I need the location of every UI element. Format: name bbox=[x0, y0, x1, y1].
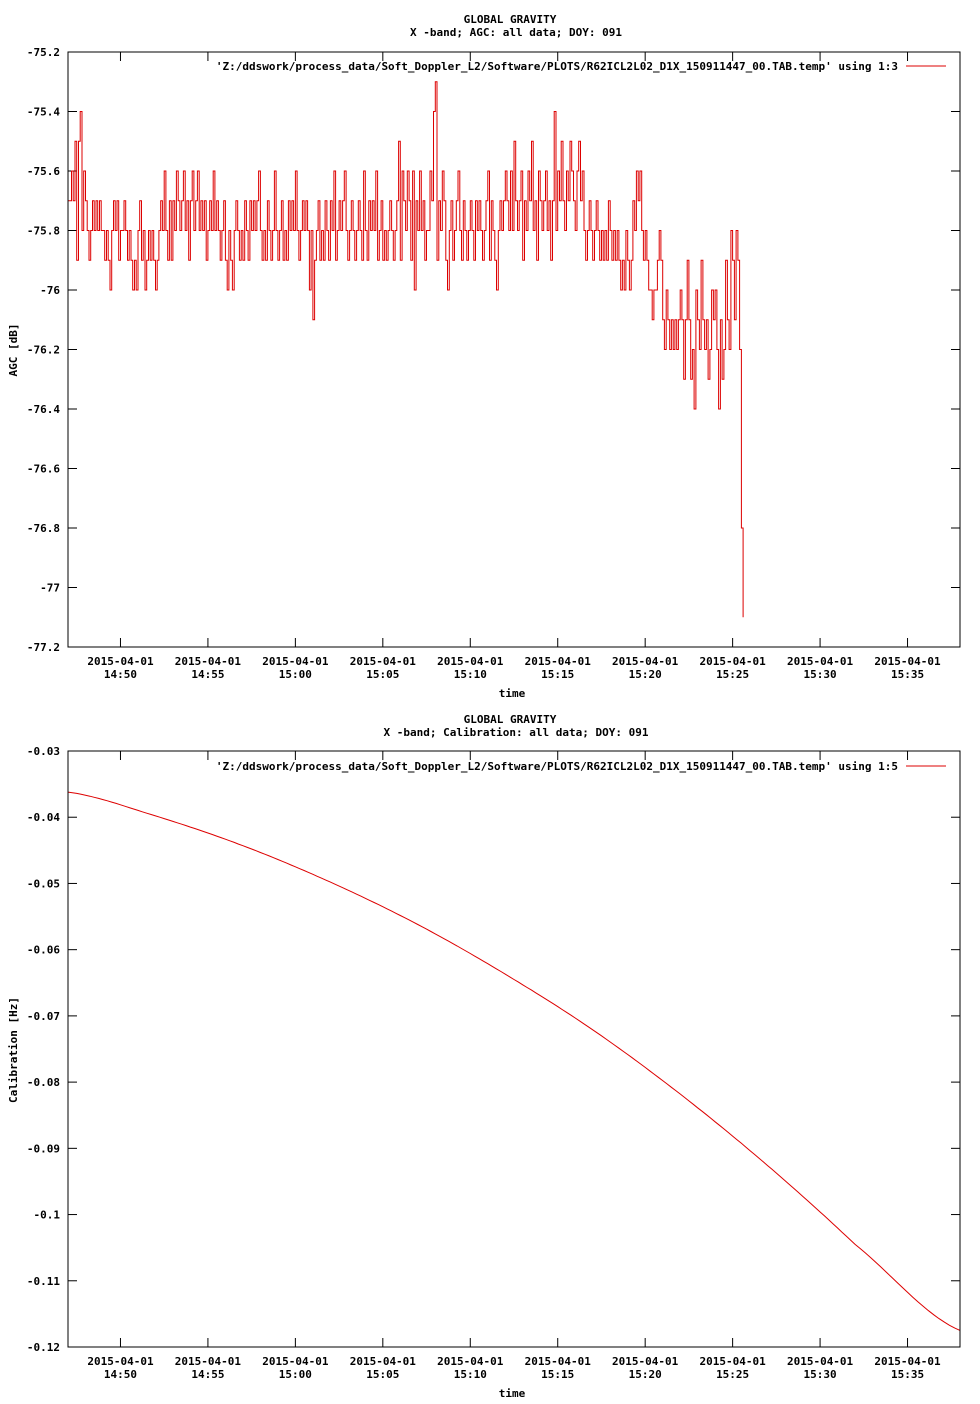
x-tick-date-label: 2015-04-01 bbox=[525, 1355, 592, 1368]
series-line bbox=[68, 81, 744, 618]
x-tick-time-label: 15:25 bbox=[716, 668, 749, 681]
x-tick-date-label: 2015-04-01 bbox=[787, 1355, 854, 1368]
agc-legend-label: 'Z:/ddswork/process_data/Soft_Doppler_L2… bbox=[216, 60, 898, 73]
agc-chart-title: GLOBAL GRAVITY bbox=[464, 13, 557, 26]
y-tick-label: -76.8 bbox=[27, 522, 60, 535]
x-tick-date-label: 2015-04-01 bbox=[700, 1355, 767, 1368]
agc-y-axis-label: AGC [dB] bbox=[7, 324, 20, 377]
y-tick-label: -0.07 bbox=[27, 1010, 60, 1023]
x-tick-date-label: 2015-04-01 bbox=[350, 655, 417, 668]
y-tick-label: -0.09 bbox=[27, 1142, 60, 1155]
x-tick-time-label: 15:10 bbox=[454, 1368, 487, 1381]
y-tick-label: -0.1 bbox=[34, 1209, 61, 1222]
y-tick-label: -0.06 bbox=[27, 944, 60, 957]
y-tick-label: -76 bbox=[40, 284, 60, 297]
y-tick-label: -75.6 bbox=[27, 165, 60, 178]
calibration-plot-frame bbox=[67, 750, 961, 1348]
x-tick-date-label: 2015-04-01 bbox=[87, 1355, 154, 1368]
y-tick-label: -75.4 bbox=[27, 106, 60, 119]
x-tick-time-label: 15:15 bbox=[541, 1368, 574, 1381]
x-tick-time-label: 15:35 bbox=[891, 1368, 924, 1381]
x-tick-date-label: 2015-04-01 bbox=[874, 1355, 941, 1368]
calibration-legend-label: 'Z:/ddswork/process_data/Soft_Doppler_L2… bbox=[216, 760, 898, 773]
x-tick-date-label: 2015-04-01 bbox=[87, 655, 154, 668]
x-tick-time-label: 14:50 bbox=[104, 668, 137, 681]
x-tick-time-label: 15:25 bbox=[716, 1368, 749, 1381]
x-tick-date-label: 2015-04-01 bbox=[175, 1355, 242, 1368]
x-tick-time-label: 14:50 bbox=[104, 1368, 137, 1381]
calibration-x-axis-label: time bbox=[499, 1387, 526, 1400]
x-tick-time-label: 15:20 bbox=[629, 668, 662, 681]
agc-series bbox=[68, 81, 744, 618]
y-tick-label: -77.2 bbox=[27, 641, 60, 654]
y-tick-label: -75.8 bbox=[27, 225, 60, 238]
calibration-chart: GLOBAL GRAVITY X -band; Calibration: all… bbox=[7, 713, 961, 1400]
y-tick-label: -76.6 bbox=[27, 463, 60, 476]
y-tick-label: -77 bbox=[40, 582, 60, 595]
x-tick-date-label: 2015-04-01 bbox=[700, 655, 767, 668]
agc-chart-subtitle: X -band; AGC: all data; DOY: 091 bbox=[410, 26, 622, 39]
x-tick-time-label: 15:15 bbox=[541, 668, 574, 681]
x-tick-time-label: 15:00 bbox=[279, 668, 312, 681]
x-tick-date-label: 2015-04-01 bbox=[612, 655, 679, 668]
x-tick-date-label: 2015-04-01 bbox=[787, 655, 854, 668]
y-tick-label: -0.12 bbox=[27, 1341, 60, 1354]
x-tick-date-label: 2015-04-01 bbox=[874, 655, 941, 668]
x-tick-time-label: 15:20 bbox=[629, 1368, 662, 1381]
calibration-y-axis-label: Calibration [Hz] bbox=[7, 997, 20, 1103]
y-tick-label: -0.05 bbox=[27, 877, 60, 890]
x-tick-date-label: 2015-04-01 bbox=[350, 1355, 417, 1368]
x-tick-date-label: 2015-04-01 bbox=[437, 1355, 504, 1368]
x-tick-time-label: 15:35 bbox=[891, 668, 924, 681]
x-tick-date-label: 2015-04-01 bbox=[262, 1355, 329, 1368]
y-tick-label: -75.2 bbox=[27, 46, 60, 59]
y-tick-label: -0.03 bbox=[27, 745, 60, 758]
agc-plot-frame bbox=[67, 51, 961, 648]
calibration-axes: -0.03 -0.04 -0.05 -0.06 -0.07 -0.08 -0.09 -0.1 -… bbox=[27, 745, 960, 1381]
calibration-series bbox=[67, 791, 961, 1331]
x-tick-date-label: 2015-04-01 bbox=[175, 655, 242, 668]
x-tick-time-label: 15:30 bbox=[804, 1368, 837, 1381]
x-tick-time-label: 15:10 bbox=[454, 668, 487, 681]
calibration-chart-subtitle: X -band; Calibration: all data; DOY: 091 bbox=[384, 726, 649, 739]
x-tick-time-label: 14:55 bbox=[191, 1368, 224, 1381]
x-tick-time-label: 15:05 bbox=[366, 1368, 399, 1381]
agc-x-axis-label: time bbox=[499, 687, 526, 700]
y-tick-label: -76.4 bbox=[27, 403, 60, 416]
y-tick-label: -0.11 bbox=[27, 1275, 60, 1288]
x-tick-date-label: 2015-04-01 bbox=[612, 1355, 679, 1368]
x-tick-date-label: 2015-04-01 bbox=[262, 655, 329, 668]
x-tick-time-label: 15:30 bbox=[804, 668, 837, 681]
y-tick-label: -0.04 bbox=[27, 811, 60, 824]
agc-chart: GLOBAL GRAVITY X -band; AGC: all data; D… bbox=[7, 13, 961, 700]
x-tick-time-label: 15:00 bbox=[279, 1368, 312, 1381]
x-tick-date-label: 2015-04-01 bbox=[525, 655, 592, 668]
y-tick-label: -0.08 bbox=[27, 1076, 60, 1089]
calibration-chart-title: GLOBAL GRAVITY bbox=[464, 713, 557, 726]
series-line bbox=[67, 791, 961, 1331]
x-tick-time-label: 14:55 bbox=[191, 668, 224, 681]
x-tick-date-label: 2015-04-01 bbox=[437, 655, 504, 668]
y-tick-label: -76.2 bbox=[27, 344, 60, 357]
agc-axes: -75.2 -75.4 -75.6 -75.8 -76 -76.2 -76.4 -76.6 -7… bbox=[27, 46, 960, 681]
x-tick-time-label: 15:05 bbox=[366, 668, 399, 681]
